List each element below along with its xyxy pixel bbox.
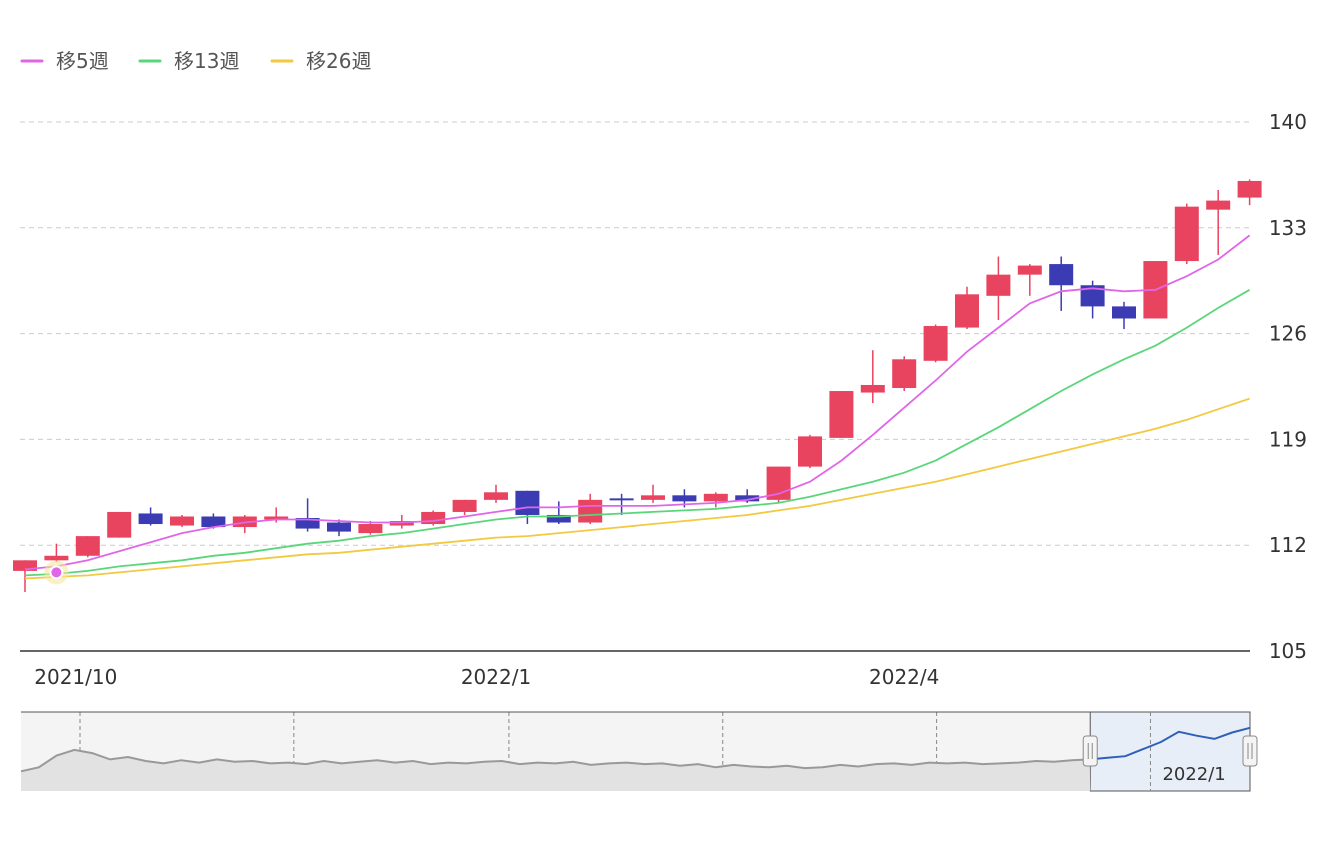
candle-body-6 bbox=[201, 516, 226, 528]
candle-body-23 bbox=[735, 495, 760, 502]
navigator-area bbox=[21, 749, 1091, 791]
candle-body-0 bbox=[13, 560, 37, 571]
candle-body-28 bbox=[892, 359, 917, 389]
legend-label-2: 移26週 bbox=[306, 49, 371, 73]
candle-body-27 bbox=[860, 384, 885, 393]
candle-body-11 bbox=[358, 524, 383, 534]
candle-body-38 bbox=[1206, 200, 1231, 210]
candle-body-4 bbox=[138, 513, 163, 525]
candle-body-17 bbox=[546, 514, 571, 523]
candle-body-25 bbox=[798, 436, 822, 467]
candle-body-18 bbox=[578, 499, 603, 523]
candle-body-9 bbox=[295, 517, 320, 529]
y-tick-label-5: 105 bbox=[1269, 639, 1307, 663]
ma13-line bbox=[24, 289, 1251, 577]
candle-body-5 bbox=[170, 516, 194, 526]
axes: 140 133 126 119 112 105 2021/10 2022/1 2022/4 bbox=[20, 110, 1307, 689]
candle-body-29 bbox=[923, 326, 948, 361]
candle-body-3 bbox=[107, 511, 132, 538]
candle-body-16 bbox=[515, 490, 540, 515]
navigator-selected-line bbox=[1089, 726, 1251, 761]
candle-body-8 bbox=[264, 516, 289, 520]
moving-averages bbox=[24, 234, 1251, 585]
navigator-handle-1[interactable] bbox=[1242, 735, 1258, 767]
candle-body-1 bbox=[44, 555, 69, 561]
legend: 移5週 移13週 移26週 bbox=[20, 49, 371, 73]
x-tick-label-0: 2021/10 bbox=[34, 665, 117, 689]
candle-body-30 bbox=[955, 294, 979, 328]
navigator-handle-0[interactable] bbox=[1082, 735, 1098, 767]
navigator-tick-label-5: 2022/1 bbox=[1162, 764, 1225, 785]
y-tick-label-0: 140 bbox=[1269, 110, 1307, 134]
candle-body-37 bbox=[1174, 206, 1199, 262]
hover-marker bbox=[49, 565, 64, 580]
y-tick-label-4: 112 bbox=[1269, 533, 1307, 557]
ma5-line bbox=[24, 234, 1251, 571]
y-tick-label-2: 126 bbox=[1269, 322, 1307, 346]
grid-lines bbox=[20, 121, 1250, 546]
candle-body-32 bbox=[1017, 265, 1042, 275]
candles bbox=[13, 179, 1262, 593]
candle-body-19 bbox=[609, 498, 634, 501]
candle-body-15 bbox=[484, 492, 508, 500]
candle-body-2 bbox=[75, 536, 100, 556]
candle-body-33 bbox=[1049, 264, 1074, 286]
legend-label-1: 移13週 bbox=[174, 49, 239, 73]
y-tick-label-1: 133 bbox=[1269, 216, 1307, 240]
candle-body-20 bbox=[641, 495, 665, 500]
navigator-line bbox=[20, 748, 1090, 773]
candle-body-35 bbox=[1112, 306, 1136, 319]
candle-body-39 bbox=[1237, 180, 1262, 198]
legend-label-0: 移5週 bbox=[56, 49, 109, 73]
candle-body-14 bbox=[452, 499, 477, 512]
candle-body-26 bbox=[829, 391, 854, 438]
y-tick-label-3: 119 bbox=[1269, 427, 1307, 451]
candle-body-21 bbox=[672, 495, 697, 502]
candle-body-31 bbox=[986, 274, 1011, 296]
x-tick-label-1: 2022/1 bbox=[461, 665, 531, 689]
ma26-line bbox=[24, 397, 1250, 580]
x-tick-label-2: 2022/4 bbox=[869, 665, 939, 689]
candle-body-22 bbox=[703, 493, 728, 502]
candle-body-34 bbox=[1080, 285, 1105, 307]
candle-body-10 bbox=[327, 522, 351, 532]
